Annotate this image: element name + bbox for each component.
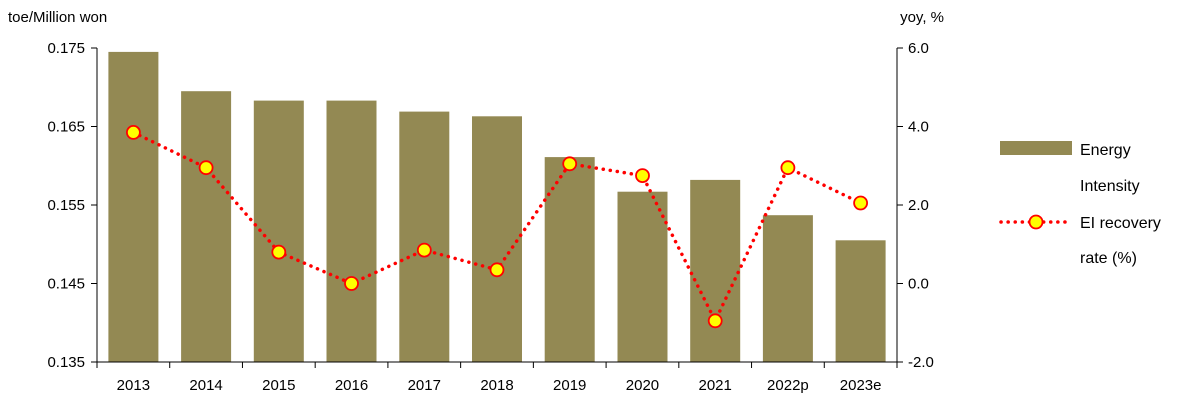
point-2022p <box>780 160 796 176</box>
point-2014 <box>198 160 214 176</box>
x-tick-label: 2013 <box>117 377 150 394</box>
bar-2016 <box>326 100 377 362</box>
left-tick-label: 0.175 <box>47 40 85 57</box>
point-2019 <box>562 156 578 172</box>
point-2021 <box>707 313 723 329</box>
x-tick-label: 2021 <box>698 377 731 394</box>
legend-swatch-ei-recovery-marker <box>1028 214 1044 230</box>
point-2023e <box>853 195 868 211</box>
legend: Energy Intensity EI recovery rate (%) <box>999 141 1161 267</box>
x-tick-label: 2015 <box>262 377 295 394</box>
bar-2021 <box>690 179 741 362</box>
x-tick-label: 2022p <box>767 377 809 394</box>
axes: 0.135 0.145 0.155 0.165 0.175 -2.0 0.0 2.0 4.0 6.… <box>8 9 944 394</box>
x-tick-label: 2018 <box>480 377 513 394</box>
bar-2018 <box>472 116 522 362</box>
right-tick-label: 0.0 <box>908 276 929 293</box>
right-tick-label: 4.0 <box>908 119 929 136</box>
bar-2014 <box>181 91 232 362</box>
bar-2017 <box>399 111 450 362</box>
x-tick-label: 2019 <box>553 377 586 394</box>
point-2018 <box>489 262 505 278</box>
point-2016 <box>344 276 359 291</box>
left-tick-label: 0.165 <box>47 119 85 136</box>
left-tick-label: 0.145 <box>47 276 85 293</box>
bar-2019 <box>544 157 595 362</box>
x-tick-label: 2016 <box>335 377 368 394</box>
left-axis-unit: toe/Million won <box>8 9 107 26</box>
x-tick-label: 2023e <box>840 377 882 394</box>
legend-label-ei-recovery: rate (%) <box>1080 250 1137 267</box>
left-tick-label: 0.135 <box>47 354 85 371</box>
x-tick-label: 2020 <box>626 377 659 394</box>
legend-label-energy-intensity: Intensity <box>1080 178 1140 195</box>
point-2017 <box>416 242 432 258</box>
right-axis-unit: yoy, % <box>900 9 944 26</box>
point-2013 <box>125 124 141 140</box>
legend-label-ei-recovery: EI recovery <box>1080 215 1161 232</box>
right-tick-label: 6.0 <box>908 40 929 57</box>
x-tick-label: 2017 <box>408 377 441 394</box>
bar-series <box>108 51 886 363</box>
bar-2020 <box>617 191 668 362</box>
right-tick-label: -2.0 <box>908 354 934 371</box>
point-2020 <box>635 168 650 184</box>
left-tick-label: 0.155 <box>47 197 85 214</box>
bar-2013 <box>108 51 159 363</box>
legend-label-energy-intensity: Energy <box>1080 142 1131 159</box>
bar-2023e <box>835 240 886 362</box>
right-tick-label: 2.0 <box>908 197 929 214</box>
bar-2015 <box>253 100 304 362</box>
point-2015 <box>271 244 287 260</box>
legend-swatch-energy-intensity <box>1000 141 1072 155</box>
x-tick-label: 2014 <box>189 377 222 394</box>
line-series <box>125 124 868 329</box>
bar-2022p <box>762 215 813 362</box>
